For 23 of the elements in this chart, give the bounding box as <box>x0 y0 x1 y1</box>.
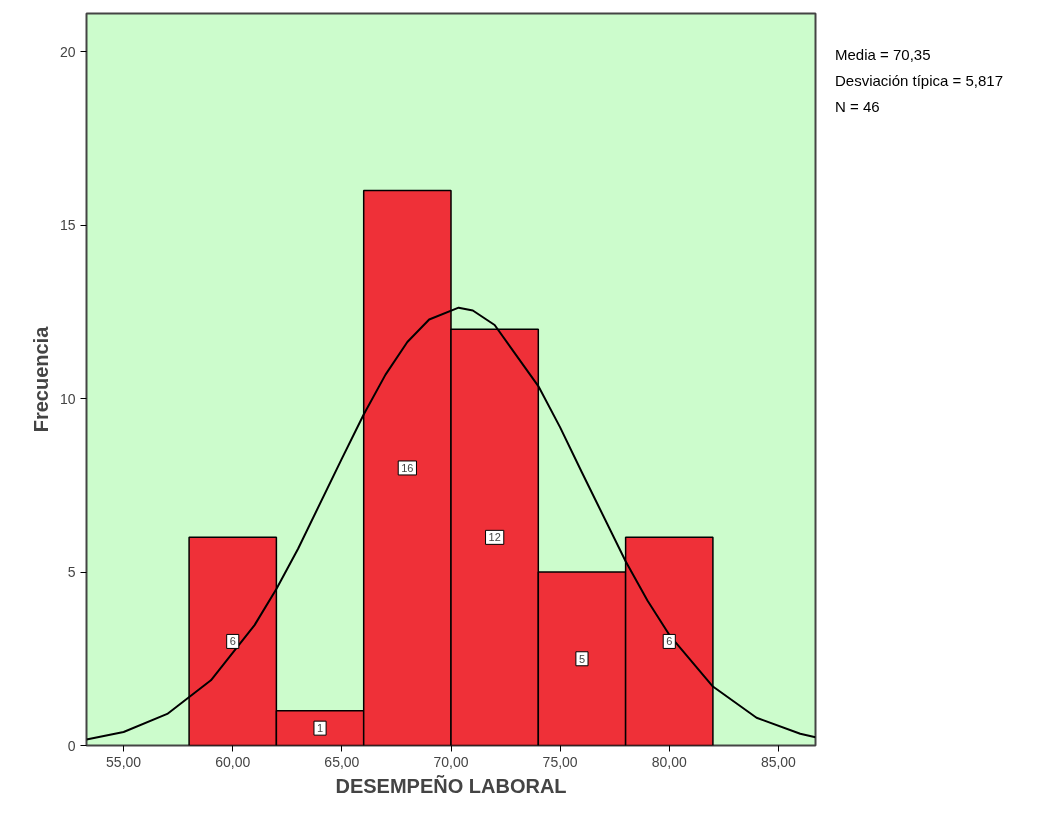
x-tick-label: 85,00 <box>760 753 797 770</box>
y-tick-label: 5 <box>67 564 76 581</box>
data-label: 6 <box>229 635 236 648</box>
data-label: 5 <box>578 652 586 665</box>
text: N = 46 <box>835 98 880 115</box>
y-tick-label: 10 <box>59 390 76 407</box>
x-tick-label: 65,00 <box>324 753 360 770</box>
x-tick-label: 80,00 <box>651 753 687 770</box>
x-tick-label: 75,00 <box>542 753 578 770</box>
data-label: 12 <box>488 531 501 544</box>
data-label: 1 <box>316 722 324 735</box>
x-tick-label: 60,00 <box>215 753 251 770</box>
y-tick-label: 20 <box>59 43 76 60</box>
y-axis-title: Frecuencia <box>29 325 52 433</box>
y-tick-label: 0 <box>67 737 76 754</box>
y-tick-label: 15 <box>59 217 76 234</box>
data-label: 6 <box>666 635 673 648</box>
data-label: 16 <box>401 461 414 474</box>
x-tick-label: 55,00 <box>106 753 142 770</box>
x-axis-title: DESEMPEÑO LABORAL <box>335 774 567 797</box>
text: Desviación típica = 5,817 <box>835 72 1004 89</box>
text: Media = 70,35 <box>835 46 931 63</box>
x-tick-label: 70,00 <box>433 753 469 770</box>
